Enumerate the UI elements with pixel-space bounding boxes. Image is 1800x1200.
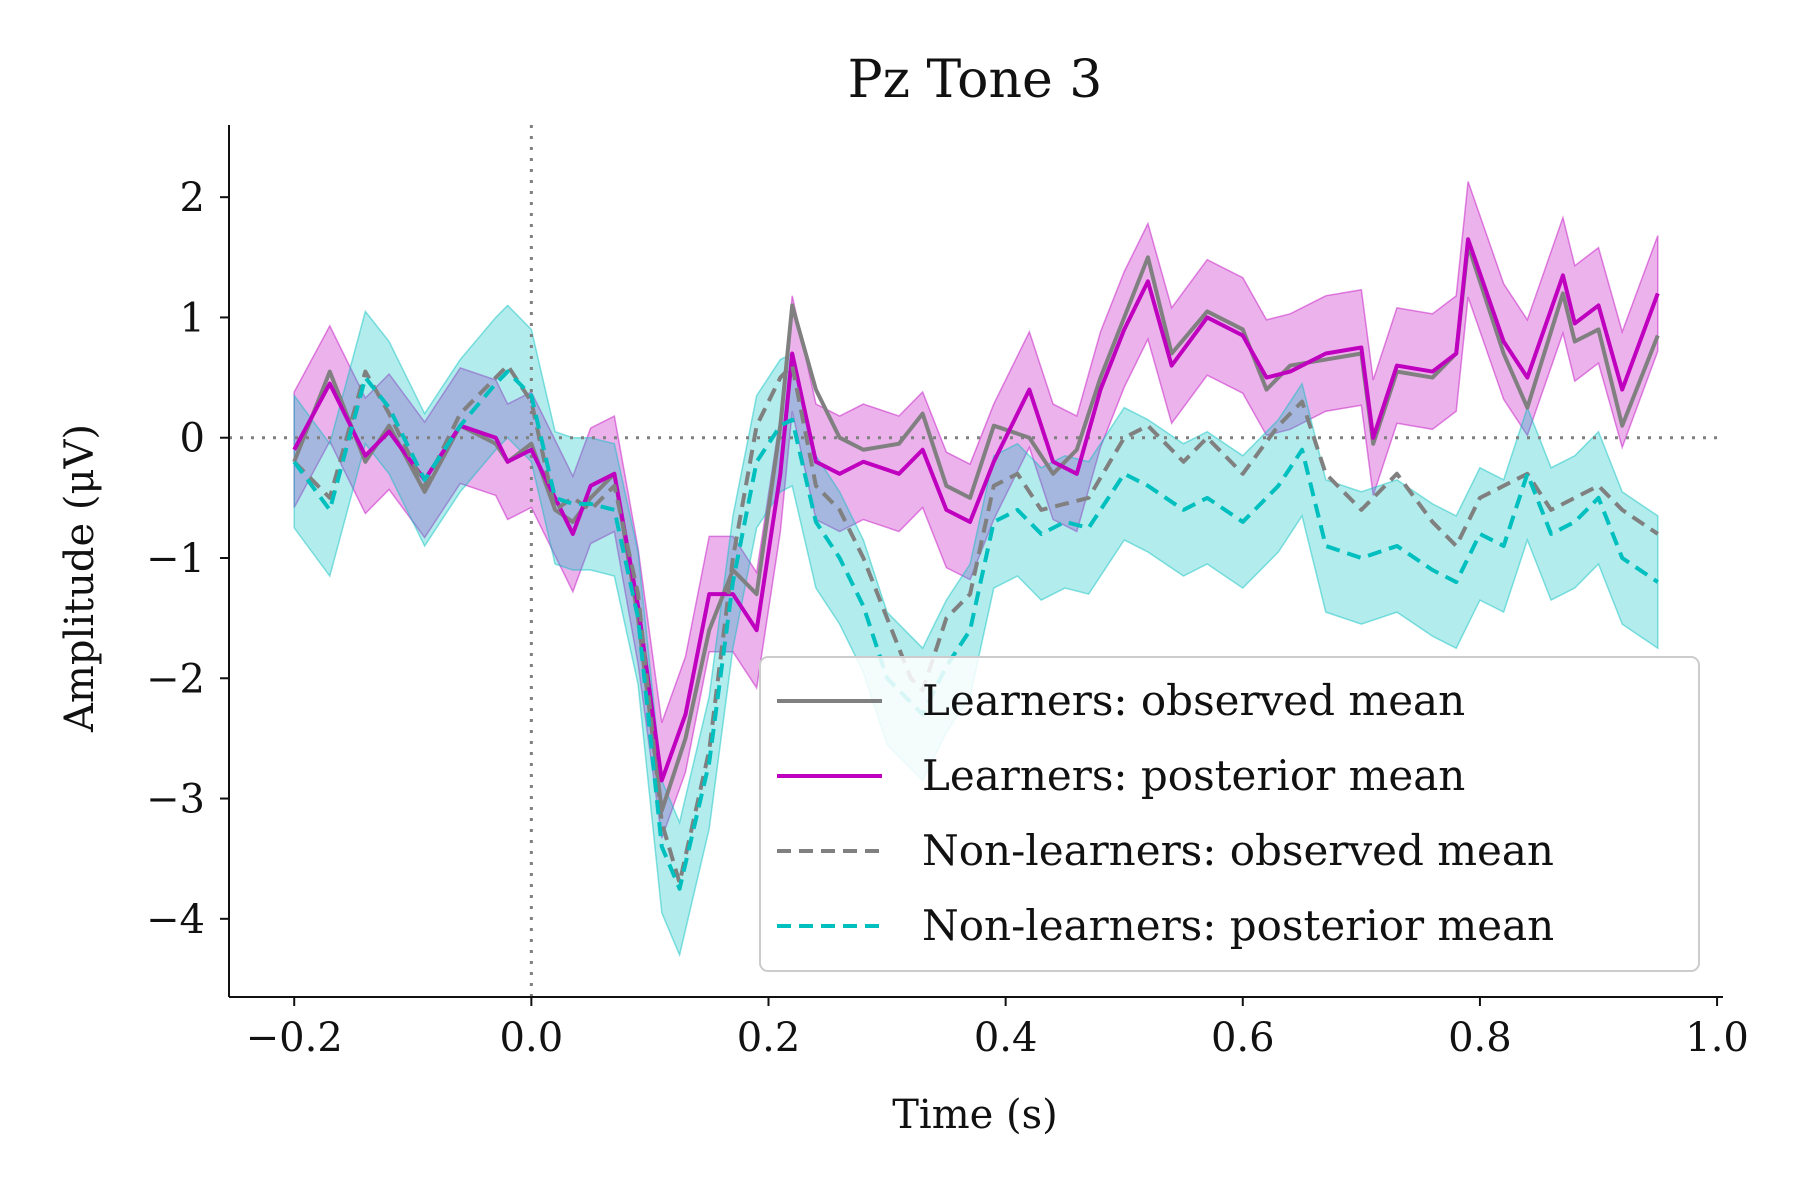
axes: −0.2 0.0 0.2 0.4 0.6 0.8 1.0 2 1 0 −1 −2 −3 −4 [146,125,1749,1061]
y-tick-label: −2 [146,656,205,702]
x-ticks: −0.2 0.0 0.2 0.4 0.6 0.8 1.0 [246,997,1749,1061]
x-tick-label: 1.0 [1685,1015,1749,1061]
legend-label-non-learners-posterior-mean: Non-learners: posterior mean [922,901,1554,950]
series-line-non-learners-observed-mean [292,363,1659,885]
legend-label-learners-observed-mean: Learners: observed mean [922,676,1465,725]
x-tick-label: 0.2 [737,1015,801,1061]
x-axis-label: Time (s) [892,1092,1058,1138]
legend-label-non-learners-observed-mean: Non-learners: observed mean [922,826,1554,875]
series-line-non-learners-posterior-mean [292,369,1659,891]
legend: Learners: observed mean Learners: posteri… [759,656,1700,972]
legend-label-learners-posterior-mean: Learners: posterior mean [922,751,1465,800]
y-tick-label: 2 [180,175,205,221]
chart-title: Pz Tone 3 [848,50,1103,110]
y-tick-label: −3 [146,777,205,823]
x-tick-label: 0.6 [1211,1015,1275,1061]
y-ticks: 2 1 0 −1 −2 −3 −4 [146,175,229,943]
y-tick-label: 0 [180,416,205,462]
legend-box [759,656,1700,972]
band-non-learners-posterior-mean [293,304,1659,958]
y-tick-label: −1 [146,536,205,582]
series-lines [292,237,1660,891]
series-line-learners-posterior-mean [292,237,1660,783]
y-axis-label: Amplitude (μV) [57,424,103,733]
y-tick-label: −4 [146,897,205,943]
x-tick-label: −0.2 [246,1015,343,1061]
x-tick-label: 0.0 [500,1015,564,1061]
x-tick-label: 0.8 [1448,1015,1512,1061]
legend-items: Learners: observed mean Learners: posteri… [777,676,1554,950]
y-tick-label: 1 [180,295,205,341]
x-tick-label: 0.4 [974,1015,1038,1061]
plot-area [229,125,1723,997]
